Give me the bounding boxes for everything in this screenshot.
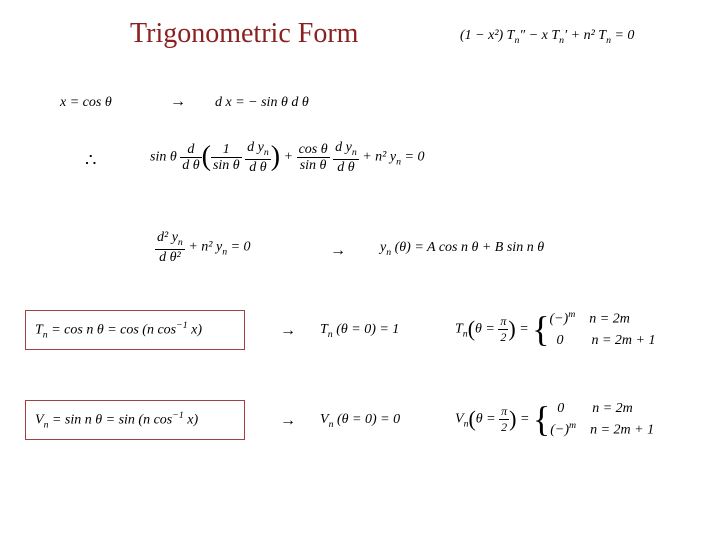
t-at-zero: Tn (θ = 0) = 1 [320,322,399,340]
t-at-pi-half: Tn(θ = π2) = {(−)m n = 2m 0 n = 2m + 1 [455,308,655,351]
v-at-zero: Vn (θ = 0) = 0 [320,412,400,430]
v-at-pi-half: Vn(θ = π2) = { 0 n = 2m(−)m n = 2m + 1 [455,398,654,441]
ode-equation: (1 − x²) Tn″ − x Tn′ + n² Tn = 0 [460,28,634,46]
arrow-icon: → [330,242,346,260]
chain-rule-equation: sin θ dd θ(1sin θ d ynd θ) + cos θsin θ … [150,140,424,175]
simplified-ode: d² ynd θ² + n² yn = 0 [155,230,251,265]
v-definition: Vn = sin n θ = sin (n cos−1 x) [35,410,198,430]
general-solution: yn (θ) = A cos n θ + B sin n θ [380,240,544,258]
arrow-icon: → [170,93,186,111]
arrow-icon: → [280,412,296,430]
substitution-lhs: x = cos θ [60,95,112,111]
page-title: Trigonometric Form [130,18,358,50]
substitution-rhs: d x = − sin θ d θ [215,95,309,111]
therefore-symbol: ∴ [85,150,96,171]
t-definition: Tn = cos n θ = cos (n cos−1 x) [35,320,202,340]
arrow-icon: → [280,322,296,340]
